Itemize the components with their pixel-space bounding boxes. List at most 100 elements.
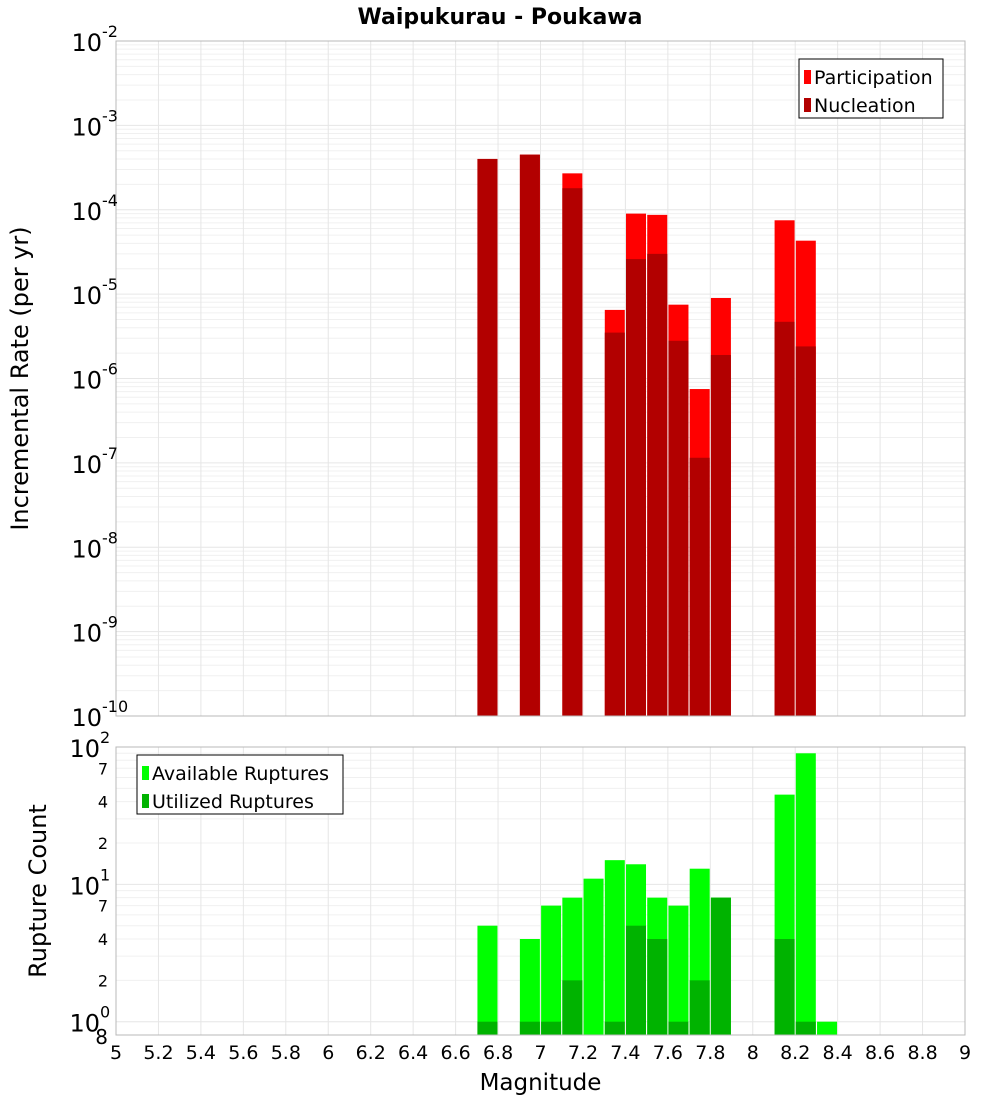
y-minor-tick-label: 2	[98, 834, 108, 853]
top-plot-area	[115, 40, 966, 717]
y-tick-label: 10 -2	[71, 22, 118, 57]
available-ruptures-bar	[519, 939, 540, 1035]
x-tick-label: 6.8	[483, 1042, 513, 1064]
rupture-count-bars	[477, 753, 838, 1035]
x-tick-label: 8.4	[823, 1042, 853, 1064]
utilized-ruptures-bar	[626, 925, 647, 1035]
legend-frame	[798, 58, 944, 119]
svg-text:10: 10	[71, 29, 102, 57]
svg-text:10: 10	[71, 704, 102, 732]
svg-text:-6: -6	[102, 360, 118, 379]
x-tick-label: 7.2	[568, 1042, 598, 1064]
utilized-ruptures-bar	[604, 1021, 625, 1035]
x-tick-label: 8.6	[865, 1042, 895, 1064]
utilized-ruptures-bar	[710, 897, 731, 1035]
svg-text:10: 10	[71, 198, 102, 226]
nucleation-bar	[795, 346, 816, 716]
x-tick-label: 8.2	[780, 1042, 810, 1064]
legend-frame	[136, 754, 344, 815]
y-tick-label: 10 -8	[71, 528, 118, 563]
svg-text:10: 10	[71, 282, 102, 310]
x-tick-label: 5.4	[186, 1042, 216, 1064]
legend-swatch	[804, 98, 811, 112]
legend-entry: Participation	[814, 67, 933, 89]
utilized-ruptures-bar	[562, 980, 583, 1035]
available-ruptures-bar	[583, 878, 604, 1035]
nucleation-bar	[668, 340, 689, 716]
svg-text:-10: -10	[102, 697, 128, 716]
legend-entry: Utilized Ruptures	[152, 791, 314, 813]
svg-text:0: 0	[100, 1003, 110, 1022]
nucleation-bar	[647, 253, 668, 716]
x-axis-label: Magnitude	[480, 1070, 602, 1096]
chart-title: Waipukurau - Poukawa	[358, 5, 643, 30]
nucleation-bar	[519, 154, 540, 716]
available-ruptures-bar	[604, 860, 625, 1035]
utilized-ruptures-bar	[541, 1021, 562, 1035]
svg-text:10: 10	[71, 367, 102, 395]
x-tick-label: 6.6	[440, 1042, 470, 1064]
svg-text:10: 10	[71, 113, 102, 141]
svg-text:-3: -3	[102, 106, 118, 125]
nucleation-bar	[604, 332, 625, 716]
legend-entry: Nucleation	[814, 95, 916, 117]
y-minor-tick-label: 2	[98, 971, 108, 990]
svg-text:10: 10	[71, 535, 102, 563]
x-tick-label: 6	[322, 1042, 334, 1064]
nucleation-bar	[562, 188, 583, 717]
x-tick-label: 7	[534, 1042, 546, 1064]
utilized-ruptures-bar	[795, 1021, 816, 1035]
bottom-plot-area	[115, 746, 966, 1036]
svg-text:10: 10	[69, 872, 100, 900]
svg-text:10: 10	[71, 451, 102, 479]
nucleation-bar	[626, 259, 647, 716]
y-tick-label: 10 -9	[71, 613, 118, 648]
utilized-ruptures-bar	[647, 939, 668, 1035]
y-minor-tick-label: 4	[98, 793, 108, 812]
svg-text:-9: -9	[102, 613, 118, 632]
y-tick-label: 10 -3	[71, 106, 118, 141]
y-minor-tick-label: 4	[98, 930, 108, 949]
x-tick-label: 8	[747, 1042, 759, 1064]
svg-text:-8: -8	[102, 528, 118, 547]
y-minor-tick-label: 7	[98, 897, 108, 916]
utilized-ruptures-bar	[519, 1021, 540, 1035]
x-tick-label: 7.6	[653, 1042, 683, 1064]
x-tick-label: 5	[110, 1042, 122, 1064]
svg-text:-5: -5	[102, 275, 118, 294]
y-tick-label: 10 -4	[71, 191, 118, 226]
svg-text:-7: -7	[102, 444, 118, 463]
y-axis-label: Incremental Rate (per yr)	[6, 226, 34, 530]
nucleation-bar	[689, 457, 710, 716]
y-axis-label: Rupture Count	[24, 804, 52, 978]
svg-text:1: 1	[100, 865, 110, 884]
y-tick-label: 10 0	[69, 1003, 110, 1038]
utilized-ruptures-bar	[689, 980, 710, 1035]
svg-text:10: 10	[71, 620, 102, 648]
available-ruptures-bar	[541, 905, 562, 1035]
x-tick-label: 5.8	[271, 1042, 301, 1064]
y-tick-label: 10 -10	[71, 697, 128, 732]
available-ruptures-bar	[668, 905, 689, 1035]
legend-swatch	[142, 766, 149, 780]
legend-swatch	[804, 70, 811, 84]
x-tick-label: 6.4	[398, 1042, 428, 1064]
top-legend: Participation Nucleation	[798, 58, 944, 119]
x-tick-label: 5.2	[143, 1042, 173, 1064]
available-ruptures-bar	[795, 753, 816, 1035]
bottom-legend: Available Ruptures Utilized Ruptures	[136, 754, 344, 815]
y-minor-tick-label: 7	[98, 759, 108, 778]
nucleation-bar	[710, 354, 731, 716]
available-ruptures-bar	[817, 1021, 838, 1035]
rate-bars	[477, 154, 816, 717]
available-ruptures-bar	[477, 925, 498, 1035]
x-tick-label: 5.6	[228, 1042, 258, 1064]
svg-text:10: 10	[69, 735, 100, 763]
legend-entry: Available Ruptures	[152, 763, 329, 785]
x-tick-label: 9	[959, 1042, 971, 1064]
svg-text:2: 2	[100, 728, 110, 747]
nucleation-bar	[477, 158, 498, 717]
utilized-ruptures-bar	[774, 939, 795, 1035]
